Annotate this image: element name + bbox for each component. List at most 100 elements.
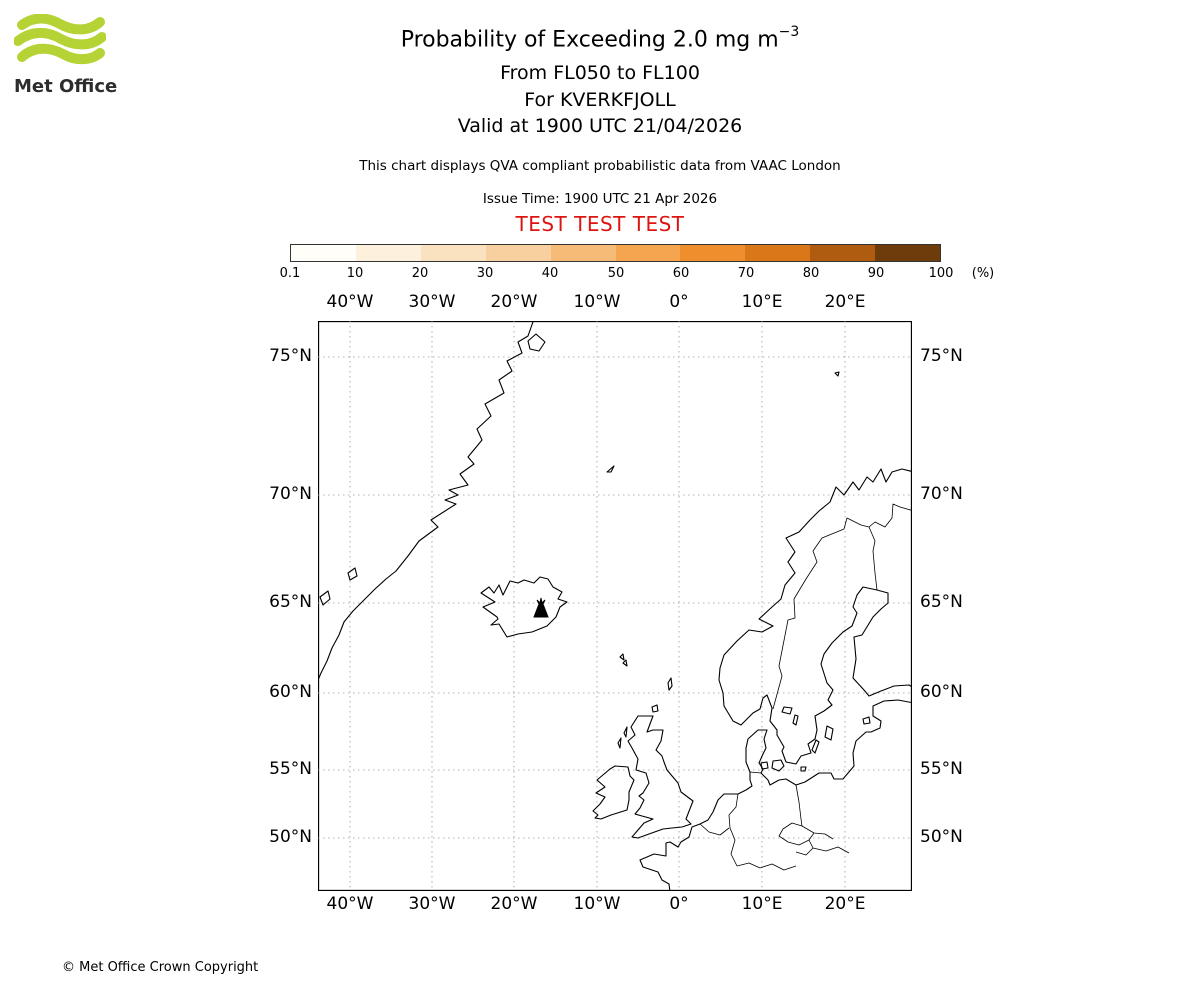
lat-label: 60°N (920, 682, 963, 702)
saaremaa-island (862, 716, 871, 725)
colorbar-segment (875, 245, 941, 261)
graticule-grid (318, 321, 912, 891)
colorbar-tick: 70 (737, 266, 755, 281)
logo-text: Met Office (14, 76, 118, 97)
iceland-coast (480, 576, 568, 638)
lon-label: 10°W (573, 894, 621, 914)
greenland-coast (318, 321, 534, 682)
title-text: Probability of Exceeding 2.0 mg m (400, 27, 779, 53)
lon-label: 0° (669, 894, 689, 914)
lake-vanern (781, 706, 793, 715)
country-borders (699, 503, 912, 871)
page-title: Probability of Exceeding 2.0 mg m−3 (0, 24, 1200, 53)
colorbar-tick: 40 (541, 266, 559, 281)
lon-label: 10°W (573, 292, 621, 312)
colorbar-tick: 0.1 (279, 266, 301, 281)
switzerland-border (736, 862, 761, 869)
copyright-notice: © Met Office Crown Copyright (62, 960, 259, 975)
alpine-border (759, 863, 797, 871)
test-banner: TEST TEST TEST (515, 212, 685, 236)
lon-label: 20°W (490, 292, 538, 312)
lon-label: 40°W (326, 292, 374, 312)
denmark-germany-border (749, 771, 762, 774)
colorbar-tick: 10 (346, 266, 364, 281)
colorbar-tick: 90 (867, 266, 885, 281)
lon-label: 40°W (326, 894, 374, 914)
lat-label: 70°N (269, 484, 312, 504)
lat-label: 60°N (269, 682, 312, 702)
colorbar-segment (615, 245, 681, 261)
lat-label: 65°N (269, 592, 312, 612)
colorbar-segment (810, 245, 876, 261)
colorbar-segment (355, 245, 421, 261)
jan-mayen-island (606, 465, 615, 473)
lake-vattern (792, 714, 799, 726)
probability-colorbar (290, 244, 941, 262)
ireland-coast (592, 765, 635, 820)
slovakia-hungary-border (812, 846, 850, 854)
lat-label: 50°N (269, 827, 312, 847)
met-office-logo: Met Office (13, 13, 124, 97)
bornholm-island (800, 766, 807, 772)
subtitle-flight-levels: From FL050 to FL100 (500, 62, 700, 84)
colorbar-tick: 50 (607, 266, 625, 281)
hebrides-islands (617, 726, 628, 749)
colorbar-tick: 20 (411, 266, 429, 281)
lon-label: 10°E (741, 292, 783, 312)
colorbar-segment (420, 245, 486, 261)
great-britain-coast (627, 715, 694, 839)
sweden-finland-border (868, 526, 878, 591)
subtitle-valid-time: Valid at 1900 UTC 21/04/2026 (457, 115, 743, 137)
colorbar-tick: 30 (476, 266, 494, 281)
greenland-islet (319, 590, 331, 606)
logo-waves-icon (13, 13, 107, 65)
lon-label: 20°W (490, 894, 538, 914)
colorbar-segment (550, 245, 616, 261)
colorbar-segment (680, 245, 746, 261)
colorbar-tick: 60 (672, 266, 690, 281)
colorbar-segment (485, 245, 551, 261)
greenland-islet (347, 567, 358, 581)
colorbar-segment (745, 245, 811, 261)
germany-poland-border (795, 784, 803, 827)
lat-label: 55°N (920, 759, 963, 779)
norway-sweden-border (772, 503, 912, 710)
czech-border (778, 822, 815, 846)
bear-island (834, 371, 840, 377)
netherlands-germany-border (728, 793, 739, 829)
faroe-islands (619, 653, 628, 667)
shetland-islands (667, 677, 673, 691)
lon-label: 20°E (824, 292, 866, 312)
map-canvas (318, 321, 912, 891)
scandinavia-coast (718, 468, 912, 765)
title-exponent: −3 (778, 24, 800, 40)
colorbar-unit-label: (%) (971, 266, 995, 281)
orkney-islands (651, 704, 659, 713)
greenland-island (527, 333, 546, 352)
volcano-marker (533, 597, 549, 618)
qva-note: This chart displays QVA compliant probab… (359, 158, 841, 174)
austria-hungary-border (795, 839, 814, 856)
gotland-island (824, 725, 834, 741)
coastlines (318, 321, 912, 891)
poland-slovakia-border (801, 825, 834, 840)
issue-time: Issue Time: 1900 UTC 21 Apr 2026 (482, 191, 718, 207)
colorbar-segment (291, 245, 356, 261)
belgium-france-border (699, 823, 730, 836)
colorbar-tick: 80 (802, 266, 820, 281)
map-frame (318, 321, 912, 891)
colorbar-tick: 100 (928, 266, 954, 281)
france-germany-border (729, 827, 738, 867)
lon-label: 30°W (408, 894, 456, 914)
lat-label: 75°N (269, 346, 312, 366)
lon-label: 30°W (408, 292, 456, 312)
subtitle-volcano: For KVERKFJOLL (524, 89, 676, 111)
continental-europe-coast (639, 699, 912, 891)
lon-label: 20°E (824, 894, 866, 914)
lat-label: 65°N (920, 592, 963, 612)
colorbar-tick-labels: 0.1 10 20 30 40 50 60 70 80 90 100 (%) (280, 266, 1010, 284)
zealand-island (771, 759, 785, 772)
lat-label: 75°N (920, 346, 963, 366)
lat-label: 70°N (920, 484, 963, 504)
